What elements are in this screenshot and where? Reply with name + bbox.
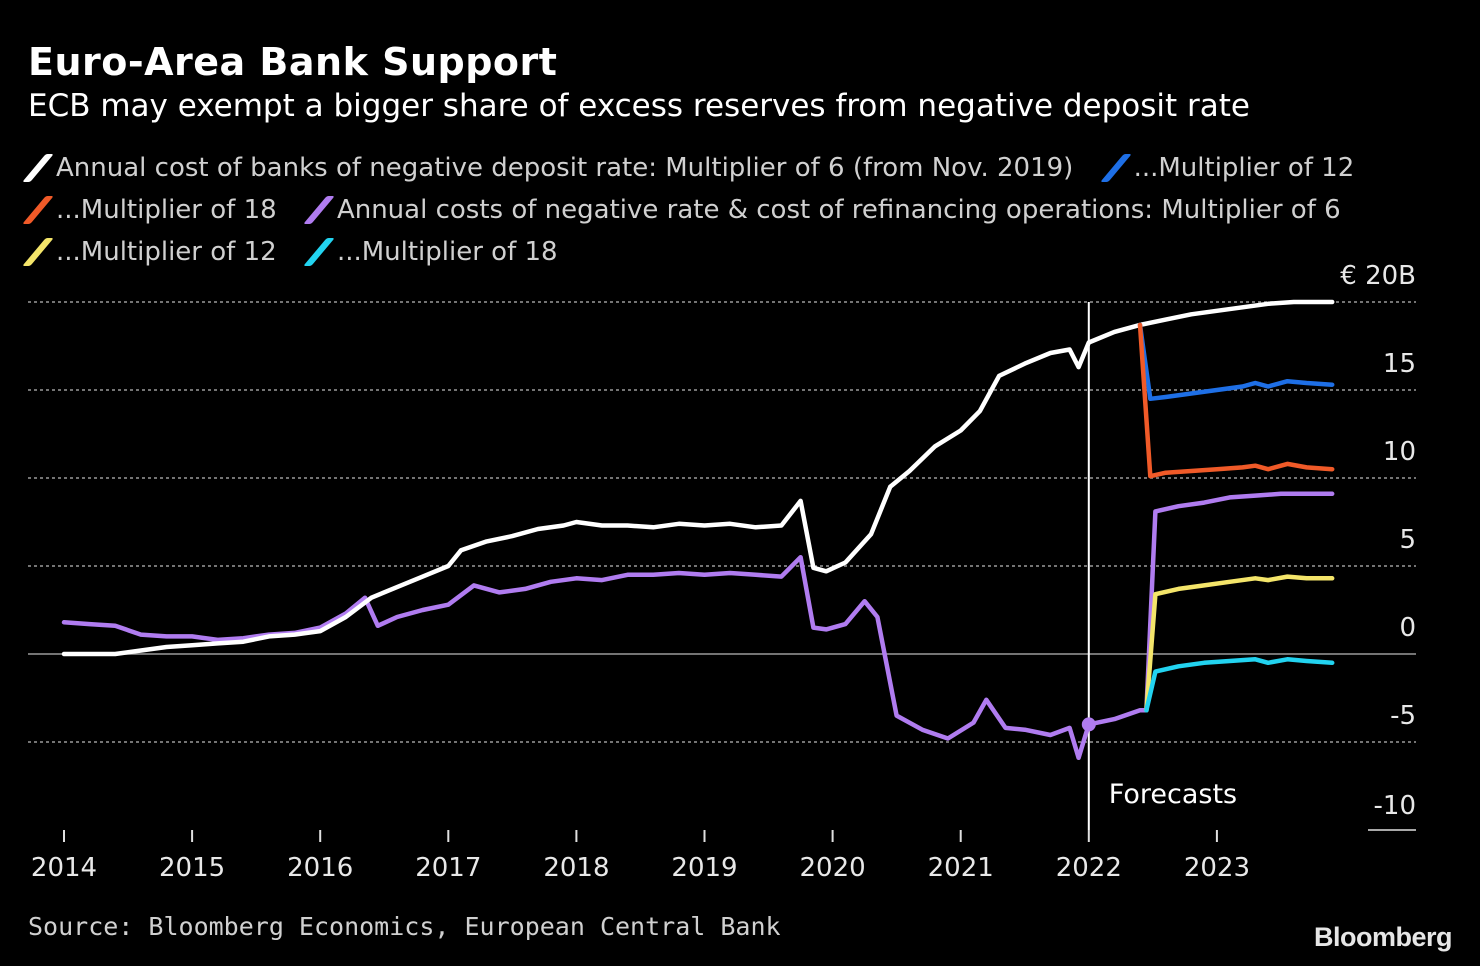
legend: Annual cost of banks of negative deposit… — [22, 150, 1458, 276]
legend-label: ...Multiplier of 12 — [56, 237, 277, 267]
legend-item-refi-m18: ...Multiplier of 18 — [303, 234, 558, 270]
y-tick-label: 10 — [1383, 437, 1416, 467]
y-axis: € 20B 15 10 5 0 -5 -10 — [1340, 261, 1416, 821]
x-tick-label: 2023 — [1184, 853, 1250, 883]
series-line-4 — [61, 491, 1335, 761]
y-tick-label: -10 — [1374, 791, 1416, 821]
legend-label: ...Multiplier of 18 — [336, 237, 558, 267]
forecast-label: Forecasts — [1109, 779, 1237, 810]
series-line-3 — [1137, 322, 1335, 479]
series-line-1 — [61, 299, 1335, 657]
x-tick-label: 2022 — [1056, 853, 1122, 883]
series-line-2 — [1137, 322, 1335, 402]
series-lines — [61, 299, 1335, 761]
x-tick-label: 2020 — [800, 853, 866, 883]
x-tick-label: 2015 — [159, 853, 225, 883]
legend-label: Annual costs of negative rate & cost of … — [336, 195, 1341, 225]
legend-item-refi-m12: ...Multiplier of 12 — [22, 234, 277, 270]
forecast-start-marker — [1081, 717, 1096, 732]
series-line-6 — [1144, 657, 1335, 713]
gridlines — [28, 301, 1416, 831]
source-note: Source: Bloomberg Economics, European Ce… — [28, 912, 781, 941]
legend-label: ...Multiplier of 18 — [56, 195, 277, 225]
y-tick-label: 15 — [1383, 349, 1416, 379]
y-tick-label: -5 — [1390, 701, 1416, 731]
x-tick-label: 2017 — [415, 853, 481, 883]
legend-label: ...Multiplier of 12 — [1133, 153, 1355, 183]
y-tick-label: € 20B — [1340, 261, 1416, 291]
legend-label: Annual cost of banks of negative deposit… — [56, 153, 1074, 183]
series-line-5 — [1144, 574, 1335, 713]
x-axis: 2014 2015 2016 2017 2018 2019 2020 2021 2022 2023 — [31, 830, 1250, 883]
y-tick-label: 5 — [1399, 525, 1416, 555]
x-tick-label: 2018 — [543, 853, 609, 883]
legend-item-refi-m6: Annual costs of negative rate & cost of … — [303, 192, 1341, 228]
y-tick-label: 0 — [1399, 613, 1416, 643]
bloomberg-logo: Bloomberg — [1313, 922, 1453, 952]
x-tick-label: 2019 — [671, 853, 737, 883]
legend-item-neg-rate-m6: Annual cost of banks of negative deposit… — [22, 150, 1074, 186]
legend-item-neg-rate-m18: ...Multiplier of 18 — [22, 192, 277, 228]
x-tick-label: 2021 — [928, 853, 994, 883]
chart-subtitle: ECB may exempt a bigger share of excess … — [28, 88, 1251, 124]
forecast-divider: Forecasts — [1087, 302, 1237, 830]
chart-title: Euro-Area Bank Support — [28, 40, 558, 84]
x-tick-label: 2016 — [287, 853, 353, 883]
x-tick-label: 2014 — [31, 853, 97, 883]
legend-item-neg-rate-m12: ...Multiplier of 12 — [1099, 150, 1355, 186]
